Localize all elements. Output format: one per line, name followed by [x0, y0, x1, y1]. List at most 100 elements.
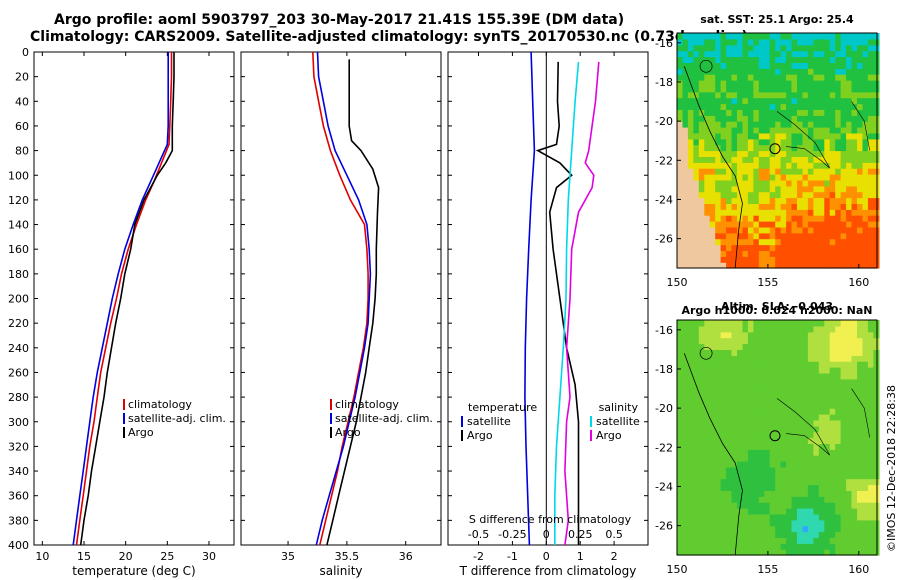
sla-map-cell [857, 331, 864, 339]
sst-map-cell [753, 256, 760, 263]
sla-map-cell [764, 537, 771, 544]
sst-map-cell [818, 209, 825, 216]
sst-map-cell [840, 80, 847, 87]
sla-map-cell [862, 414, 869, 421]
sst-map-cell [693, 132, 700, 140]
sst-map-cell [726, 85, 733, 93]
sst-map-cell [764, 85, 771, 93]
sla-map-cell [818, 402, 825, 409]
sst-map-cell [829, 44, 836, 52]
sla-map-cell [813, 484, 820, 491]
sla-map-cell [687, 531, 694, 538]
sla-map-cell [857, 343, 864, 350]
sst-map-cell [747, 38, 754, 46]
sla-map-cell [715, 408, 722, 415]
sla-map-cell [753, 496, 760, 503]
sla-map-cell [813, 443, 820, 450]
sla-map-cell [720, 543, 727, 550]
sla-map-cell [687, 543, 694, 550]
sla-map-cell [786, 531, 793, 538]
sst-map-cell [704, 91, 711, 99]
sst-map-cell [758, 232, 765, 240]
sst-map-cell [835, 50, 842, 58]
sla-map-cell [873, 384, 880, 392]
sla-map-cell [786, 372, 793, 380]
depth-tick-label: 160 [8, 243, 29, 256]
sla-map-cell [851, 461, 858, 468]
sla-map-cell [835, 449, 842, 456]
sst-map-cell [813, 97, 820, 105]
sla-map-cell [731, 378, 738, 386]
sla-map-cell [731, 361, 738, 368]
sst-map-cell [726, 221, 733, 228]
sla-map-cell [709, 378, 716, 386]
sla-map-cell [677, 408, 684, 415]
sst-map-cell [813, 62, 820, 69]
sla-map-cell [797, 372, 804, 380]
sst-map-cell [677, 203, 684, 210]
sla-map-cell [846, 531, 853, 538]
sst-map-cell [873, 150, 880, 157]
sla-map-cell [835, 390, 842, 397]
sst-map-cell [731, 162, 738, 169]
sst-map-cell [797, 226, 804, 234]
sst-map-cell [742, 138, 749, 146]
sla-map-cell [698, 502, 705, 509]
sla-map-cell [807, 419, 814, 427]
sla-map-cell [775, 320, 782, 327]
sst-map-cell [824, 150, 831, 157]
sst-map-cell [764, 168, 771, 175]
sst-map-cell [802, 197, 809, 204]
sla-map-cell [840, 502, 847, 509]
sst-map-cell [791, 97, 798, 105]
sla-map-cell [797, 408, 804, 415]
sst-map-cell [829, 50, 836, 58]
sst-map-cell [829, 215, 836, 222]
sla-map-cell [807, 355, 814, 362]
sst-map-cell [840, 156, 847, 163]
sst-map-cell [682, 238, 689, 246]
sst-map-cell [829, 209, 836, 216]
sla-map-cell [867, 437, 874, 444]
sst-map-cell [704, 68, 711, 75]
sla-map-cell [693, 472, 700, 480]
sla-map-cell [873, 390, 880, 397]
sst-map-cell [747, 197, 754, 204]
sla-map-cell [829, 361, 836, 368]
sla-map-cell [687, 549, 694, 556]
sst-map-cell [775, 144, 782, 152]
sst-map-cell [786, 85, 793, 93]
sla-map-cell [704, 408, 711, 415]
sst-map-cell [807, 221, 814, 228]
sla-map-cell [791, 461, 798, 468]
sst-map-cell [813, 138, 820, 146]
sst-map-cell [835, 109, 842, 116]
sla-map-cell [709, 502, 716, 509]
sst-map-cell [867, 174, 874, 181]
sst-map-cell [786, 179, 793, 187]
sla-map-cell [775, 331, 782, 339]
sst-map-cell [709, 203, 716, 210]
sla-map-cell [867, 325, 874, 333]
sst-map-cell [709, 232, 716, 240]
sst-map-cell [682, 256, 689, 263]
sla-map-cell [824, 490, 831, 497]
sla-map-cell [807, 484, 814, 491]
sst-map-cell [791, 144, 798, 152]
sla-map-cell [867, 490, 874, 497]
sla-map-cell [846, 519, 853, 527]
sla-map-cell [851, 449, 858, 456]
sst-map-cell [857, 185, 864, 193]
sla-map-cell [677, 355, 684, 362]
sst-map-cell [769, 109, 776, 116]
sla-map-cell [846, 419, 853, 427]
sst-map-cell [846, 121, 853, 128]
sla-map-cell [704, 472, 711, 480]
sst-map-cell [791, 85, 798, 93]
sst-map-cell [687, 174, 694, 181]
sst-map-cell [780, 144, 787, 152]
sst-map-cell [758, 215, 765, 222]
sst-map-cell [797, 62, 804, 69]
sla-map-cell [840, 496, 847, 503]
sla-map-cell [726, 443, 733, 450]
